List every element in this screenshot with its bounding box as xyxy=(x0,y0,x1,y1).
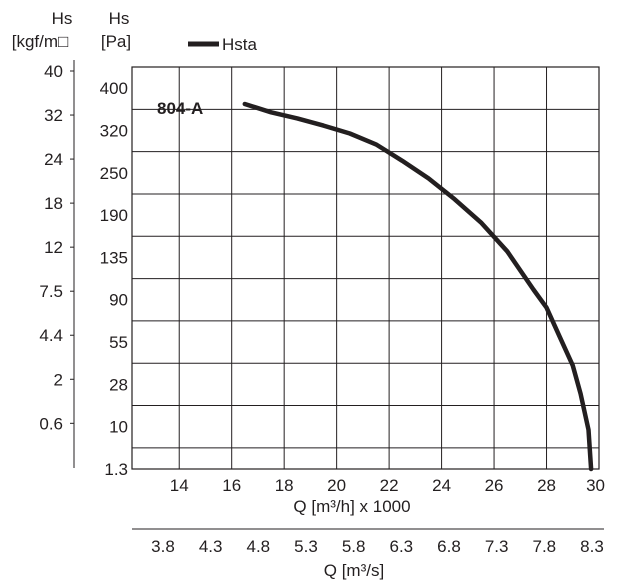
grid xyxy=(132,66,600,469)
pa-axis-title: Hs xyxy=(109,9,130,28)
kgf-tick-label: 24 xyxy=(44,150,63,169)
x2-tick-label: 6.8 xyxy=(437,537,461,556)
x-tick-label: 20 xyxy=(327,476,346,495)
kgf-axis-unit: [kgf/m□ xyxy=(12,32,69,51)
x-axis-label: Q [m³/h] x 1000 xyxy=(293,497,410,516)
pa-tick-label: 320 xyxy=(100,121,128,140)
pa-tick-label: 10 xyxy=(109,418,128,437)
kgf-tick-labels: 40 32 24 18 12 7.5 4.4 2 0.6 xyxy=(39,62,74,433)
x-tick-label: 22 xyxy=(380,476,399,495)
plot-frame xyxy=(131,66,600,470)
pa-tick-label: 28 xyxy=(109,375,128,394)
x-tick-label: 30 xyxy=(586,476,605,495)
x-tick-label: 18 xyxy=(275,476,294,495)
x2-tick-label: 3.8 xyxy=(151,537,175,556)
x2-tick-label: 4.8 xyxy=(247,537,271,556)
x2-tick-label: 8.3 xyxy=(580,537,604,556)
pa-tick-label: 190 xyxy=(100,206,128,225)
legend-label: Hsta xyxy=(222,35,258,54)
kgf-tick-label: 2 xyxy=(54,370,63,389)
pa-tick-label: 1.3 xyxy=(104,460,128,479)
x2-tick-labels: 3.8 4.3 4.8 5.3 5.8 6.3 6.8 7.3 7.8 8.3 xyxy=(151,537,604,556)
kgf-axis-title: Hs xyxy=(52,9,73,28)
kgf-tick-label: 40 xyxy=(44,62,63,81)
x2-tick-label: 7.3 xyxy=(485,537,509,556)
kgf-tick-label: 0.6 xyxy=(39,414,63,433)
curve-label: 804-A xyxy=(157,99,203,118)
pa-axis-unit: [Pa] xyxy=(101,32,131,51)
pa-tick-label: 250 xyxy=(100,164,128,183)
kgf-tick-label: 32 xyxy=(44,106,63,125)
x2-tick-label: 5.8 xyxy=(342,537,366,556)
x-tick-label: 24 xyxy=(432,476,451,495)
pa-tick-labels: 400 320 250 190 135 90 55 28 10 1.3 xyxy=(100,79,128,479)
x2-axis-label: Q [m³/s] xyxy=(324,561,384,580)
x2-tick-label: 6.3 xyxy=(390,537,414,556)
x-tick-label: 28 xyxy=(537,476,556,495)
x-tick-label: 14 xyxy=(170,476,189,495)
fan-curve-804a xyxy=(242,101,594,472)
x-tick-label: 26 xyxy=(485,476,504,495)
x-tick-labels: 14 16 18 20 22 24 26 28 30 xyxy=(170,476,605,495)
pa-tick-label: 135 xyxy=(100,248,128,267)
kgf-tick-label: 7.5 xyxy=(39,282,63,301)
x2-tick-label: 4.3 xyxy=(199,537,223,556)
x2-tick-label: 5.3 xyxy=(294,537,318,556)
x-tick-label: 16 xyxy=(222,476,241,495)
pa-tick-label: 55 xyxy=(109,333,128,352)
pa-tick-label: 90 xyxy=(109,291,128,310)
kgf-tick-label: 4.4 xyxy=(39,326,63,345)
kgf-tick-label: 12 xyxy=(44,238,63,257)
x2-tick-label: 7.8 xyxy=(533,537,557,556)
pa-tick-label: 400 xyxy=(100,79,128,98)
kgf-tick-label: 18 xyxy=(44,194,63,213)
